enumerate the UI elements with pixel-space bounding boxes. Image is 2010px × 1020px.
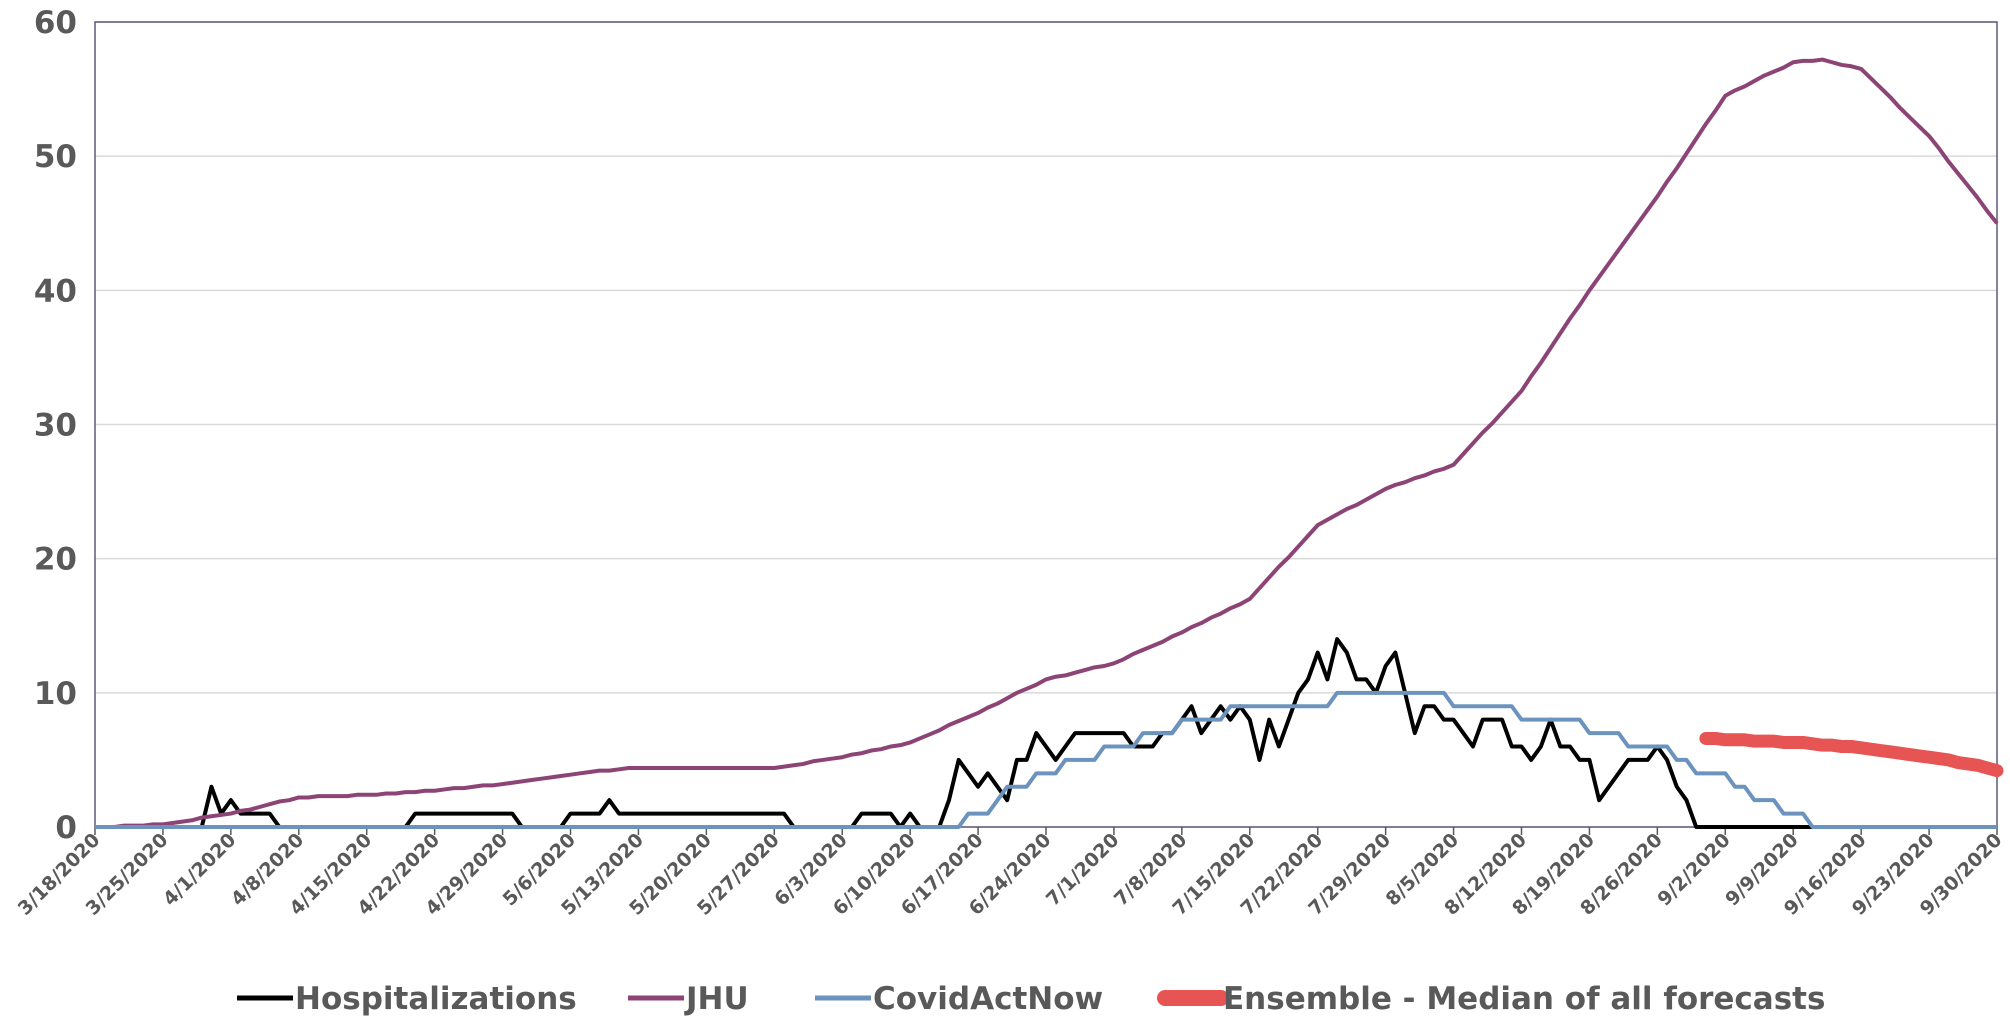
legend-label: Hospitalizations <box>295 981 577 1017</box>
series-line <box>1699 731 2004 778</box>
legend-label: Ensemble - Median of all forecasts <box>1223 981 1825 1017</box>
x-tick-label: 9/2/2020 <box>1653 829 1734 910</box>
x-tick-label: 7/1/2020 <box>1042 829 1123 910</box>
series-line <box>95 57 1999 829</box>
y-tick-label: 60 <box>34 5 77 41</box>
series-line <box>95 690 1997 829</box>
y-tick-label: 40 <box>34 273 77 309</box>
y-tick-label: 50 <box>34 139 77 175</box>
y-tick-label: 10 <box>34 676 77 712</box>
y-tick-label: 0 <box>55 810 77 846</box>
series-line <box>95 637 1842 829</box>
x-tick-label: 4/1/2020 <box>159 829 240 910</box>
legend-label: JHU <box>684 981 749 1017</box>
y-tick-label: 30 <box>34 408 77 444</box>
legend-label: CovidActNow <box>873 981 1103 1017</box>
y-tick-label: 20 <box>34 542 77 578</box>
